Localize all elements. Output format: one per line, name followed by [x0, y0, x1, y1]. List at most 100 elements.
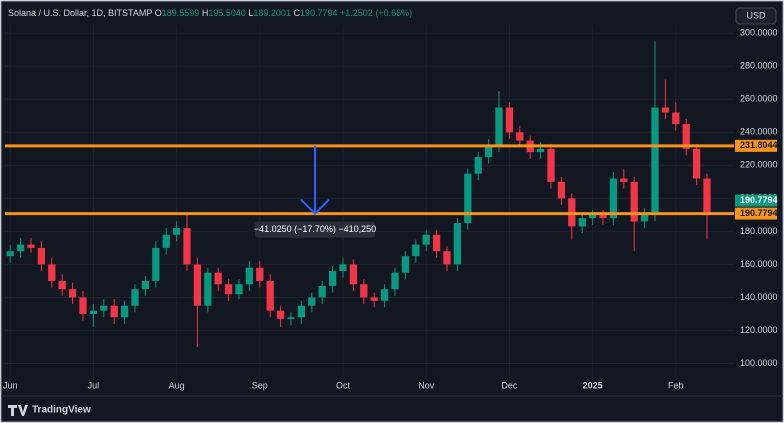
candle-body: [380, 289, 389, 301]
currency-button[interactable]: [735, 7, 777, 25]
candle-body: [68, 289, 77, 298]
symbol: Solana / U.S. Dollar, 1D, BITSTAMP: [8, 8, 152, 18]
candle-body: [214, 272, 222, 285]
ohlc-label: O: [155, 8, 162, 18]
ohlc-label: L: [248, 8, 253, 18]
candle-body: [318, 285, 326, 298]
candle-body: [172, 228, 181, 235]
y-tick-label: 140.0000: [740, 292, 778, 302]
candle-body: [401, 256, 410, 273]
candle-body: [235, 284, 243, 295]
y-tick-label: 300.0000: [740, 28, 778, 38]
candle-body: [682, 124, 690, 149]
candle-body: [370, 297, 378, 301]
ohlc-value: 189.2001: [253, 8, 291, 18]
hline-label: 190.7794: [740, 208, 778, 218]
candle-body: [464, 173, 472, 224]
candle-body: [609, 178, 618, 219]
candle-body: [630, 181, 638, 222]
x-tick-label: Feb: [668, 380, 684, 390]
candle-body: [183, 228, 191, 265]
candle-body: [412, 244, 420, 257]
ohlc-label: C: [293, 8, 300, 18]
y-tick-label: 160.0000: [740, 259, 778, 269]
candle-body: [141, 280, 150, 290]
hline-tag: [735, 207, 777, 220]
candle-body: [661, 107, 670, 113]
y-tick-label: 280.0000: [740, 61, 778, 71]
ohlc-value: 190.7794: [300, 8, 338, 18]
x-tick-label: Jul: [88, 380, 100, 390]
candle-body: [48, 264, 56, 281]
candle-body: [360, 284, 368, 298]
y-tick-label: 220.0000: [740, 160, 778, 170]
logo-icon: [8, 405, 28, 416]
candle-body: [224, 284, 233, 295]
change: +1.2502 (+0.66%): [340, 8, 412, 18]
candle-body: [152, 247, 160, 281]
measure-label: −41.0250 (−17.70%) −410,250: [254, 224, 376, 234]
last-price-tag: [735, 194, 777, 207]
candle-layer: [6, 41, 711, 347]
candle-body: [297, 305, 306, 318]
ohlc-label: H: [202, 8, 209, 18]
candle-body: [547, 148, 555, 182]
candle-body: [588, 214, 597, 219]
candle-body: [349, 264, 358, 285]
candle-body: [256, 267, 264, 281]
x-tick-label: Nov: [418, 380, 435, 390]
candle-body: [536, 148, 545, 153]
candle-body: [620, 178, 628, 182]
candle-body: [328, 271, 337, 286]
candle-body: [266, 280, 274, 311]
candle-body: [245, 267, 254, 285]
candle-body: [6, 251, 14, 257]
candle-body: [578, 218, 586, 227]
candle-body: [703, 178, 711, 214]
x-tick-label: Sep: [252, 380, 268, 390]
candle-body: [162, 234, 170, 248]
overlay-layer: 190.7794 231.8044 190.7794 −41.0250 (−17.70…: [5, 139, 778, 238]
candle-body: [110, 305, 118, 318]
candle-body: [672, 112, 680, 125]
candle-body: [276, 310, 285, 319]
candle-body: [100, 305, 108, 311]
candle-body: [557, 181, 566, 199]
candle-body: [640, 214, 649, 222]
candle-body: [484, 145, 493, 158]
hline-tag: [735, 139, 777, 152]
candle-body: [58, 280, 66, 290]
candle-body: [308, 297, 316, 306]
candle-body: [120, 305, 129, 318]
candle-body: [204, 272, 212, 306]
candle-body: [79, 297, 87, 314]
x-tick-label: Dec: [501, 380, 518, 390]
candle-body: [131, 289, 139, 306]
ohlc-value: 189.5599: [162, 8, 200, 18]
candle-body: [474, 157, 482, 174]
candle-body: [89, 310, 98, 314]
x-tick-label: Aug: [169, 380, 185, 390]
candle-body: [391, 272, 399, 290]
x-tick-label: 2025: [583, 380, 603, 390]
brand: TradingView: [32, 405, 91, 416]
candle-body: [339, 264, 347, 272]
y-tick-label: 240.0000: [740, 127, 778, 137]
y-tick-label: 180.0000: [740, 226, 778, 236]
x-tick-label: Oct: [336, 380, 351, 390]
currency[interactable]: USD: [746, 10, 766, 20]
y-tick-label: 100.0000: [740, 358, 778, 368]
candle-body: [422, 234, 430, 245]
last-price-label: 190.7794: [740, 195, 778, 205]
header: Solana / U.S. Dollar, 1D, BITSTAMP O189.…: [8, 8, 412, 18]
candle-body: [287, 317, 295, 319]
candle-body: [651, 107, 659, 215]
candle-body: [599, 214, 607, 219]
candle-body: [432, 234, 441, 252]
y-tick-label: 120.0000: [740, 325, 778, 335]
measure-box: [255, 221, 375, 238]
measure-arrowhead: [300, 198, 330, 216]
hline-label: 231.8044: [740, 140, 778, 150]
candle-body: [692, 148, 701, 179]
